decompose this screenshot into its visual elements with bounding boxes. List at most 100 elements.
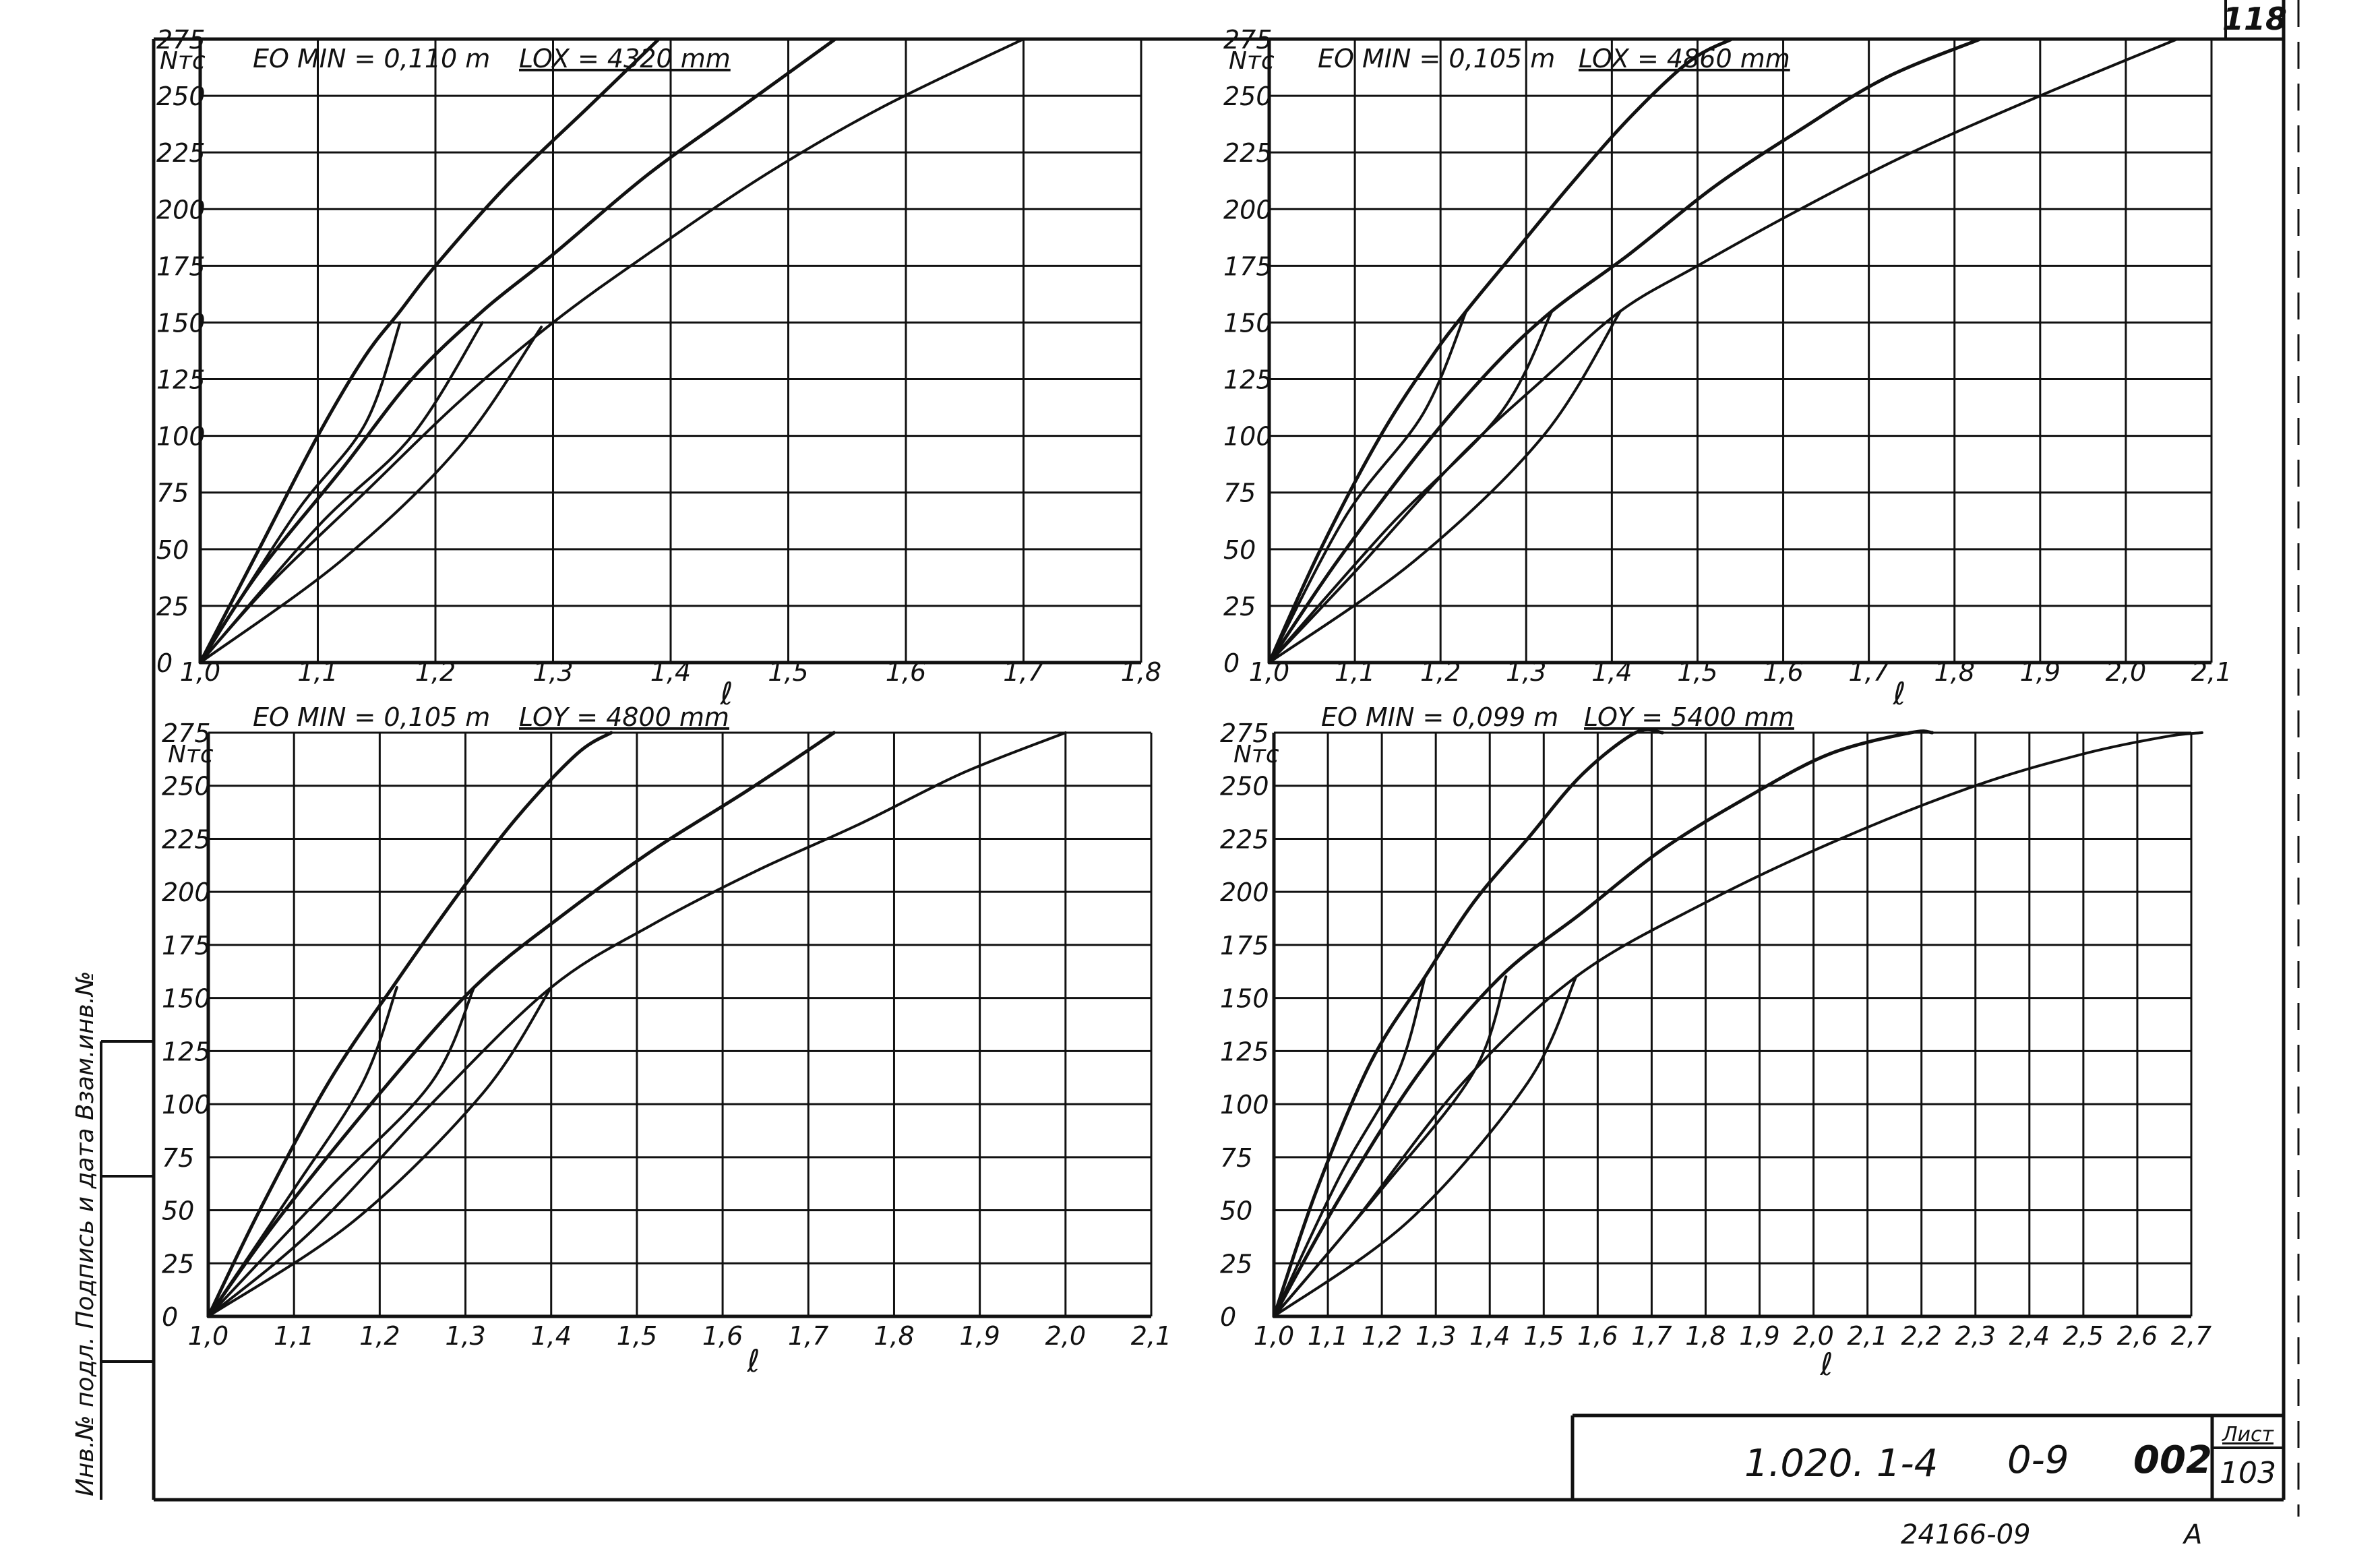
y-tick-label: 100 [156, 422, 206, 452]
x-tick-label: 1,0 [1254, 1321, 1294, 1351]
y-tick-label: 0 [162, 1302, 178, 1332]
y-tick-label: 100 [1223, 422, 1273, 452]
series-curve-1 [1267, 37, 1734, 665]
binding-stamp [100, 1040, 154, 1500]
y-tick-label: 75 [162, 1143, 194, 1173]
x-tick-label: 2,1 [1131, 1321, 1171, 1351]
drawing-code: 0-9 [2007, 1438, 2069, 1482]
x-tick-label: 1,0 [188, 1321, 228, 1351]
y-tick-label: 175 [1223, 251, 1273, 281]
x-axis-label: ℓ [719, 675, 733, 712]
series-curve-3 [199, 38, 1025, 664]
x-axis-label: ℓ [746, 1343, 760, 1379]
drawing-number: 002 [2133, 1438, 2212, 1482]
y-tick-label: 275 [1223, 25, 1273, 55]
x-tick-label: 1,8 [874, 1321, 914, 1351]
y-tick-label: 225 [1223, 138, 1273, 168]
series-curve-5 [1273, 975, 1508, 1318]
y-tick-label: 250 [1220, 772, 1269, 801]
series-curve-4 [199, 321, 402, 664]
x-tick-label: 2,0 [2106, 657, 2146, 687]
y-tick-label: 125 [1223, 365, 1273, 395]
x-tick-label: 1,3 [532, 657, 573, 687]
x-tick-label: 1,9 [1739, 1321, 1779, 1351]
y-tick-label: 200 [1223, 195, 1273, 224]
y-axis-label: Nтс [1229, 47, 1275, 75]
param-eo-min: EO MIN = 0,105 m [253, 702, 490, 732]
x-axis-label: ℓ [1819, 1346, 1833, 1382]
y-axis-label: Nтс [160, 47, 206, 75]
y-tick-label: 75 [1220, 1143, 1252, 1173]
y-tick-label: 250 [162, 772, 211, 801]
x-tick-label: 1,1 [1335, 657, 1375, 687]
x-tick-label: 1,6 [886, 657, 926, 687]
x-tick-label: 1,8 [1934, 657, 1975, 687]
x-tick-label: 2,6 [2117, 1321, 2158, 1351]
y-tick-label: 225 [156, 138, 206, 168]
x-tick-label: 1,6 [702, 1321, 743, 1351]
x-tick-label: 2,1 [1847, 1321, 1887, 1351]
x-tick-label: 2,4 [2009, 1321, 2050, 1351]
x-tick-label: 2,0 [1793, 1321, 1833, 1351]
y-tick-label: 200 [156, 195, 206, 224]
chart-panel-4: 0 25 50 75 100 125 150 175 200 225 250 275 1,0 1,1 1,2… [1220, 702, 2211, 1382]
chart-panel-3: 0 25 50 75 100 125 150 175 200 225 250 275 1,0 1,1 1,2… [162, 702, 1171, 1379]
y-tick-label: 125 [162, 1037, 211, 1066]
series-curve-5 [207, 985, 476, 1318]
y-tick-label: 175 [162, 931, 211, 961]
x-tick-label: 1,9 [959, 1321, 1000, 1351]
series-curve-6 [199, 326, 543, 664]
y-tick-label: 250 [1223, 82, 1273, 111]
y-tick-label: 25 [162, 1249, 194, 1279]
param-lo: LOY = 5400 mm [1584, 702, 1794, 732]
y-tick-label: 275 [1220, 719, 1269, 748]
y-tick-label: 50 [162, 1196, 194, 1226]
series-curve-4 [1273, 975, 1427, 1318]
x-tick-label: 1,2 [1420, 657, 1461, 687]
x-tick-label: 1,5 [1523, 1321, 1564, 1351]
x-tick-label: 2,2 [1901, 1321, 1941, 1351]
x-tick-label: 1,8 [1121, 657, 1161, 687]
x-tick-label: 1,4 [531, 1321, 572, 1351]
param-eo-min: EO MIN = 0,099 m [1321, 702, 1558, 732]
y-axis-label: Nтс [168, 741, 214, 768]
y-tick-label: 25 [156, 592, 189, 621]
x-tick-label: 1,2 [359, 1321, 400, 1351]
param-lo: LOX = 4320 mm [519, 44, 731, 73]
y-tick-label: 75 [1223, 479, 1256, 508]
x-tick-label: 2,0 [1045, 1321, 1086, 1351]
param-eo-min: EO MIN = 0,105 m [1318, 44, 1555, 73]
y-tick-label: 100 [162, 1090, 211, 1120]
series-curve-2 [1267, 37, 1982, 665]
y-tick-label: 50 [1220, 1196, 1252, 1226]
x-tick-label: 1,3 [1415, 1321, 1456, 1351]
y-tick-label: 125 [1220, 1037, 1269, 1066]
sheet-frame [152, 0, 2300, 1517]
x-tick-label: 1,9 [2020, 657, 2061, 687]
param-lo: LOY = 4800 mm [519, 702, 729, 732]
series-curve-5 [1268, 309, 1554, 664]
binding-stamp-text: Инв.№ подл. Подпись и дата Взам.инв.№ [71, 971, 99, 1496]
x-tick-label: 1,3 [445, 1321, 485, 1351]
x-tick-label: 1,7 [1848, 657, 1889, 687]
doc-code: 1.020. 1-4 [1744, 1442, 1938, 1486]
x-tick-label: 2,1 [2191, 657, 2232, 687]
y-tick-label: 150 [162, 984, 211, 1014]
y-tick-label: 175 [156, 251, 206, 281]
y-tick-label: 225 [162, 824, 211, 854]
x-tick-label: 1,7 [788, 1321, 828, 1351]
y-tick-label: 0 [1223, 648, 1240, 678]
x-tick-label: 1,5 [768, 657, 808, 687]
x-tick-label: 1,8 [1685, 1321, 1726, 1351]
series-curve-4 [207, 985, 398, 1318]
chart-grid [199, 38, 1142, 664]
x-tick-label: 1,2 [415, 657, 456, 687]
series-curve-6 [1268, 309, 1622, 664]
chart-grid [1273, 731, 2193, 1318]
y-tick-label: 0 [156, 648, 173, 678]
y-tick-label: 100 [1220, 1090, 1269, 1120]
x-tick-label: 2,5 [2063, 1321, 2104, 1351]
